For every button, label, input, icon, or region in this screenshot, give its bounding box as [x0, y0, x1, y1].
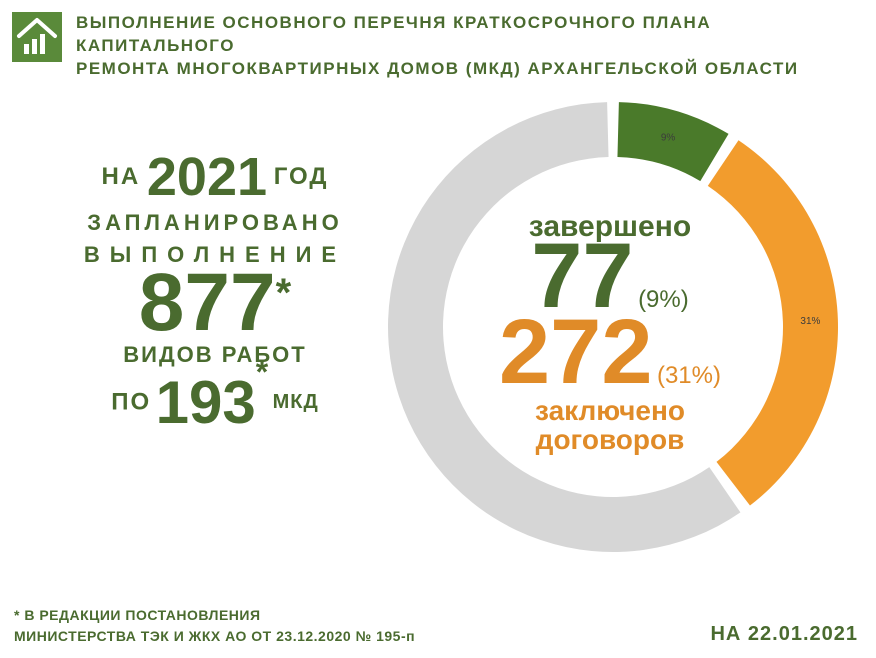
donut-center: завершено 77 (9%) 272 (31%) заключено до… — [450, 210, 770, 455]
center-num2: 272 — [499, 301, 653, 403]
year-suffix: ГОД — [274, 163, 329, 190]
footnote-line-2: МИНИСТЕРСТВА ТЭК И ЖКХ АО ОТ 23.12.2020 … — [14, 626, 415, 646]
left-stats-block: НА 2021 ГОД ЗАПЛАНИРОВАНО ВЫПОЛНЕНИЕ 877… — [40, 150, 390, 437]
center-bottom-l2: договоров — [450, 425, 770, 454]
year-value: 2021 — [147, 147, 267, 207]
footnote-line-1: * В РЕДАКЦИИ ПОСТАНОВЛЕНИЯ — [14, 605, 415, 625]
works-count: 877* — [139, 257, 291, 348]
donut-segment-label-contracted: 31% — [800, 316, 820, 327]
header: ВЫПОЛНЕНИЕ ОСНОВНОГО ПЕРЕЧНЯ КРАТКОСРОЧН… — [12, 12, 864, 81]
year-line: НА 2021 ГОД — [40, 150, 390, 204]
asterisk-2: * — [256, 354, 268, 390]
as-of-date: НА 22.01.2021 — [710, 623, 858, 646]
donut-segment-label-completed: 9% — [661, 132, 676, 143]
logo-badge — [12, 12, 62, 62]
mkd-count: 193 — [156, 369, 256, 436]
works-count-row: 877* — [40, 260, 390, 346]
footnote: * В РЕДАКЦИИ ПОСТАНОВЛЕНИЯ МИНИСТЕРСТВА … — [14, 605, 415, 646]
logo-icon — [16, 16, 58, 58]
page-title: ВЫПОЛНЕНИЕ ОСНОВНОГО ПЕРЕЧНЯ КРАТКОСРОЧН… — [76, 12, 864, 81]
donut-chart: 9% 31% завершено 77 (9%) 272 (31%) заключ… — [378, 92, 848, 562]
center-pct2: (31%) — [657, 362, 721, 389]
po-label: ПО — [111, 389, 151, 416]
mkd-label: МКД — [273, 391, 319, 413]
infographic-page: ВЫПОЛНЕНИЕ ОСНОВНОГО ПЕРЕЧНЯ КРАТКОСРОЧН… — [0, 0, 876, 658]
mkd-line: ПО 193* МКД — [40, 368, 390, 437]
center-num2-row: 272 (31%) — [450, 306, 770, 398]
center-bottom-label: заключено договоров — [450, 396, 770, 455]
planned-label: ЗАПЛАНИРОВАНО — [40, 210, 390, 236]
works-label: ВИДОВ РАБОТ — [40, 342, 390, 368]
title-line-2: РЕМОНТА МНОГОКВАРТИРНЫХ ДОМОВ (МКД) АРХА… — [76, 58, 864, 81]
center-bottom-l1: заключено — [450, 396, 770, 425]
asterisk-1: * — [276, 271, 292, 315]
na-label: НА — [102, 163, 141, 190]
title-line-1: ВЫПОЛНЕНИЕ ОСНОВНОГО ПЕРЕЧНЯ КРАТКОСРОЧН… — [76, 12, 864, 58]
